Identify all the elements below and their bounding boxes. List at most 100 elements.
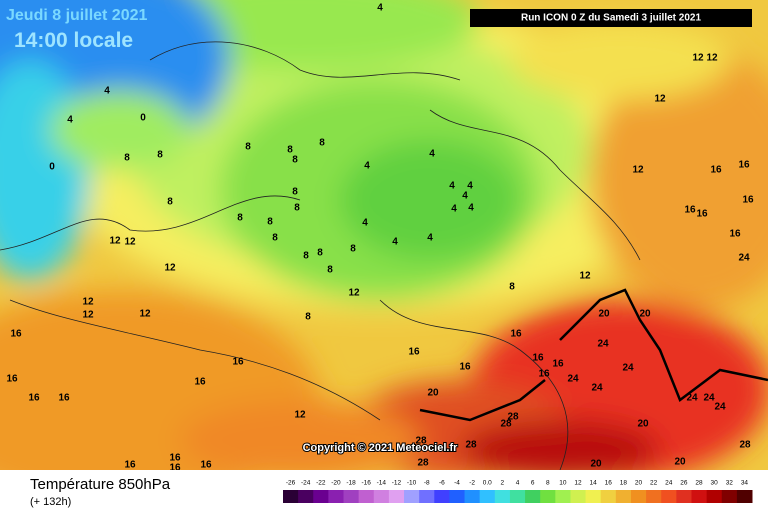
colorbar-label: 16 xyxy=(605,480,613,487)
footer-lead: (+ 132h) xyxy=(30,496,71,508)
colorbar-cell xyxy=(494,490,511,503)
contour-label: 8 xyxy=(350,244,356,255)
contour-label: 16 xyxy=(538,369,550,380)
colorbar-cell xyxy=(419,490,435,503)
colorbar-label: -10 xyxy=(407,480,417,487)
colorbar-label: -4 xyxy=(454,480,460,487)
contour-label: 0 xyxy=(49,162,55,173)
contour-label: 16 xyxy=(552,359,564,370)
contour-label: 12 xyxy=(139,309,151,320)
contour-label: 24 xyxy=(591,383,603,394)
colorbar-label: 26 xyxy=(680,480,688,487)
colorbar-cell xyxy=(706,490,723,503)
colorbar-label: 0.0 xyxy=(483,480,492,487)
footer-title: Température 850hPa xyxy=(30,476,171,493)
contour-label: 16 xyxy=(710,165,722,176)
colorbar-cell xyxy=(358,490,375,503)
contour-label: 8 xyxy=(272,233,278,244)
colorbar: -26 -24 -22 -20 -18 -16 -14 -12 -10 -8 -6 -4 -2 0.0 2 4… xyxy=(283,480,753,503)
contour-label: 8 xyxy=(305,312,311,323)
colorbar-cell xyxy=(721,490,738,503)
colorbar-label: -18 xyxy=(346,480,356,487)
colorbar-label: -8 xyxy=(424,480,430,487)
contour-label: 16 xyxy=(742,195,754,206)
colorbar-cell xyxy=(464,490,481,503)
contour-label: 8 xyxy=(267,217,273,228)
contour-label: 12 xyxy=(654,94,666,105)
contour-label: 24 xyxy=(567,374,579,385)
contour-label: 12 xyxy=(109,236,121,247)
contour-label: 8 xyxy=(294,203,300,214)
contour-label: 4 xyxy=(467,181,473,192)
contour-label: 4 xyxy=(429,149,435,160)
colorbar-cell xyxy=(388,490,405,503)
colorbar-cell xyxy=(585,490,602,503)
contour-label: 16 xyxy=(124,460,136,471)
contour-label: 16 xyxy=(684,205,696,216)
contour-label: 24 xyxy=(703,393,715,404)
contour-label: 12 xyxy=(124,237,136,248)
run-info: Run ICON 0 Z du Samedi 3 juillet 2021 xyxy=(521,13,701,24)
contour-label: 12 xyxy=(579,271,591,282)
contour-label: 8 xyxy=(292,187,298,198)
contour-label: 24 xyxy=(597,339,609,350)
colorbar-cell xyxy=(555,490,571,503)
colorbar-cell xyxy=(615,490,632,503)
colorbar-cell xyxy=(646,490,662,503)
contour-label: 8 xyxy=(245,142,251,153)
colorbar-label: -14 xyxy=(377,480,387,487)
contour-label: 24 xyxy=(738,253,750,264)
contour-label: 8 xyxy=(167,197,173,208)
contour-label: 12 xyxy=(82,310,94,321)
contour-label: 0 xyxy=(140,113,146,124)
colorbar-label: -6 xyxy=(439,480,445,487)
contour-label: 28 xyxy=(739,440,751,451)
colorbar-label: 4 xyxy=(516,480,520,487)
contour-label: 12 xyxy=(82,297,94,308)
contour-label: 8 xyxy=(124,153,130,164)
colorbar-label: -26 xyxy=(286,480,296,487)
colorbar-label: 20 xyxy=(635,480,643,487)
colorbar-label: -2 xyxy=(469,480,475,487)
contour-label: 12 xyxy=(706,53,718,64)
colorbar-label: 14 xyxy=(590,480,598,487)
run-box xyxy=(470,9,752,27)
contour-label: 16 xyxy=(459,362,471,373)
colorbar-cell xyxy=(283,490,299,503)
contour-label: 4 xyxy=(427,233,433,244)
contour-label: 4 xyxy=(449,181,455,192)
contour-label: 16 xyxy=(6,374,18,385)
contour-label: 12 xyxy=(164,263,176,274)
colorbar-cell xyxy=(600,490,617,503)
contour-label: 4 xyxy=(104,86,110,97)
colorbar-label: 18 xyxy=(620,480,628,487)
colorbar-cell xyxy=(676,490,692,503)
contour-label: 16 xyxy=(696,209,708,220)
contour-label: 12 xyxy=(348,288,360,299)
contour-label: 20 xyxy=(598,309,610,320)
contour-label: 4 xyxy=(377,3,383,14)
contour-label: 20 xyxy=(637,419,649,430)
contour-label: 16 xyxy=(194,377,206,388)
contour-label: 16 xyxy=(532,353,544,364)
colorbar-label: 8 xyxy=(546,480,550,487)
isotherm-24 xyxy=(419,288,768,422)
copyright: Copyright © 2021 Meteociel.fr xyxy=(303,442,459,454)
colorbar-cell xyxy=(630,490,647,503)
colorbar-label: -20 xyxy=(331,480,341,487)
contour-label: 8 xyxy=(319,138,325,149)
contour-label: 8 xyxy=(509,282,515,293)
contour-label: 4 xyxy=(462,191,468,202)
colorbar-label: 2 xyxy=(501,480,505,487)
contour-label: 4 xyxy=(392,237,398,248)
contour-label: 28 xyxy=(417,458,429,469)
contour-label: 28 xyxy=(507,412,519,423)
contour-label: 4 xyxy=(364,161,370,172)
contour-label: 8 xyxy=(157,150,163,161)
colorbar-label: 22 xyxy=(650,480,658,487)
colorbar-label: 34 xyxy=(741,480,749,487)
colorbar-label: 24 xyxy=(665,480,673,487)
contour-label: 28 xyxy=(415,436,427,447)
